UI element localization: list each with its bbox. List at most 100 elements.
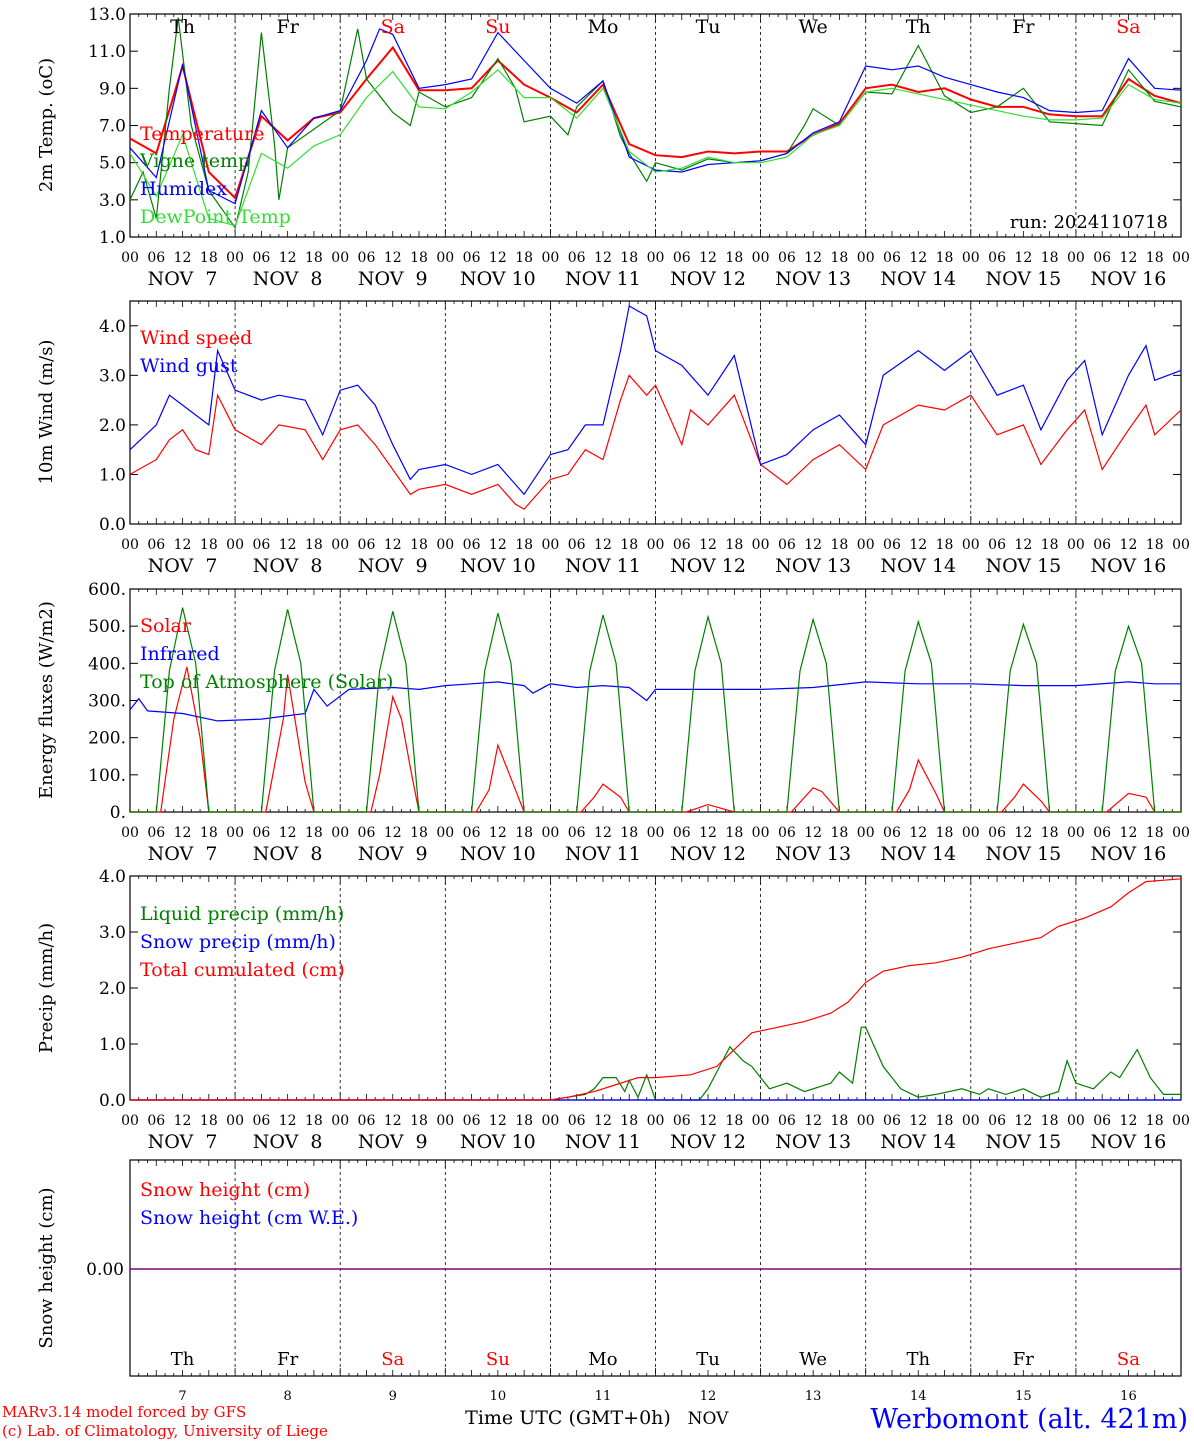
hour-label: 06 [358, 537, 376, 553]
date-label: NOV 13 [775, 555, 851, 577]
hour-label: 00 [331, 250, 349, 266]
hour-label: 00 [962, 250, 980, 266]
legend-entry: Vigne temp [139, 150, 250, 172]
hour-label: 00 [1172, 537, 1190, 553]
legend-entry: Wind gust [140, 355, 238, 377]
hour-label: 18 [620, 825, 638, 841]
date-label: NOV 9 [358, 1131, 428, 1153]
y-tick-label: 13.0 [88, 5, 126, 25]
hour-label: 12 [174, 1113, 192, 1129]
y-tick-label: 500. [88, 617, 126, 637]
y-tick-label: 300. [88, 692, 126, 712]
day-of-week-label: Fr [277, 16, 300, 38]
legend-entry: Snow precip (mm/h) [140, 931, 336, 953]
series-line-wind-gust [129, 305, 1182, 496]
hour-label: 06 [778, 537, 796, 553]
hour-label: 18 [936, 537, 954, 553]
hour-label: 06 [673, 250, 691, 266]
y-tick-label: 2.0 [99, 979, 126, 999]
hour-label: 12 [1014, 825, 1032, 841]
legend-entry: Top of Atmosphere (Solar) [140, 671, 393, 693]
hour-label: 12 [1120, 1113, 1138, 1129]
hour-label: 00 [541, 537, 559, 553]
hour-label: 06 [673, 825, 691, 841]
hour-label: 18 [1146, 250, 1164, 266]
hour-label: 18 [410, 250, 428, 266]
day-of-week-label: Tu [696, 16, 721, 38]
date-label: NOV 12 [670, 268, 746, 290]
date-label: NOV 15 [985, 1131, 1061, 1153]
legend-entry: Temperature [140, 123, 264, 145]
hour-label: 00 [752, 250, 770, 266]
hour-label: 06 [147, 1113, 165, 1129]
y-tick-label: 1.0 [99, 1035, 126, 1055]
date-label: NOV 10 [460, 555, 536, 577]
hour-label: 00 [962, 825, 980, 841]
hour-label: 00 [962, 1113, 980, 1129]
hour-label: 18 [1041, 250, 1059, 266]
hour-label: 06 [358, 825, 376, 841]
hour-label: 12 [1014, 1113, 1032, 1129]
y-tick-label: 5.0 [99, 154, 126, 174]
station-label: Werbomont (alt. 421m) [870, 1404, 1188, 1435]
date-label: NOV 10 [460, 843, 536, 865]
hour-label: 00 [857, 250, 875, 266]
date-label: NOV 8 [253, 1131, 323, 1153]
hour-label: 00 [647, 250, 665, 266]
day-of-week-label: Tu [696, 1349, 720, 1370]
date-label: NOV 16 [1091, 268, 1167, 290]
hour-label: 12 [384, 537, 402, 553]
hour-label: 18 [1041, 537, 1059, 553]
hour-label: 12 [489, 537, 507, 553]
hour-label: 12 [594, 537, 612, 553]
hour-label: 18 [725, 1113, 743, 1129]
y-tick-label: 9.0 [99, 79, 126, 99]
hour-label: 18 [725, 250, 743, 266]
hour-label: 00 [647, 1113, 665, 1129]
day-of-week-label: Sa [1116, 16, 1140, 38]
hour-label: 00 [1067, 250, 1085, 266]
y-tick-label: 3.0 [99, 191, 126, 211]
hour-label: 12 [1120, 250, 1138, 266]
series-line-top-of-atmosphere-solar- [130, 607, 1181, 813]
y-tick-label: 3.0 [99, 366, 126, 386]
day-of-week-label: Th [171, 1349, 195, 1370]
date-label: NOV 14 [880, 268, 956, 290]
hour-label: 18 [410, 825, 428, 841]
hour-label: 18 [410, 537, 428, 553]
hour-label: 18 [1146, 537, 1164, 553]
date-label: NOV 8 [253, 555, 323, 577]
hour-label: 12 [699, 537, 717, 553]
hour-label: 06 [252, 537, 270, 553]
series-line-liquid-precip-mm-h- [130, 1026, 1181, 1101]
hour-label: 12 [804, 250, 822, 266]
hour-label: 18 [515, 250, 533, 266]
series-line-wind-speed [129, 374, 1182, 510]
hour-label: 06 [463, 537, 481, 553]
hour-label: 00 [121, 825, 139, 841]
hour-label: 12 [384, 825, 402, 841]
hour-label: 00 [857, 537, 875, 553]
hour-label: 06 [988, 825, 1006, 841]
hour-label: 18 [200, 250, 218, 266]
date-label: NOV 8 [253, 268, 323, 290]
hour-label: 00 [1172, 1113, 1190, 1129]
hour-label: 00 [121, 537, 139, 553]
series-line-humidex [129, 28, 1182, 205]
day-number-label: 11 [595, 1389, 612, 1404]
date-label: NOV 12 [670, 1131, 746, 1153]
date-label: NOV 15 [985, 555, 1061, 577]
hour-label: 06 [673, 1113, 691, 1129]
hour-label: 12 [1120, 537, 1138, 553]
hour-label: 06 [252, 1113, 270, 1129]
y-axis-label: Energy fluxes (W/m2) [36, 601, 57, 799]
hour-label: 18 [515, 1113, 533, 1129]
day-number-label: 8 [284, 1389, 292, 1404]
hour-label: 00 [647, 537, 665, 553]
date-label: NOV 11 [565, 268, 641, 290]
y-axis-label: 10m Wind (m/s) [36, 340, 57, 485]
legend-entry: Snow height (cm) [140, 1179, 310, 1201]
panel-3: 0. 100. 200. 300. 400. 500. 600. Energy fluxes … [36, 580, 1190, 865]
hour-label: 12 [699, 825, 717, 841]
